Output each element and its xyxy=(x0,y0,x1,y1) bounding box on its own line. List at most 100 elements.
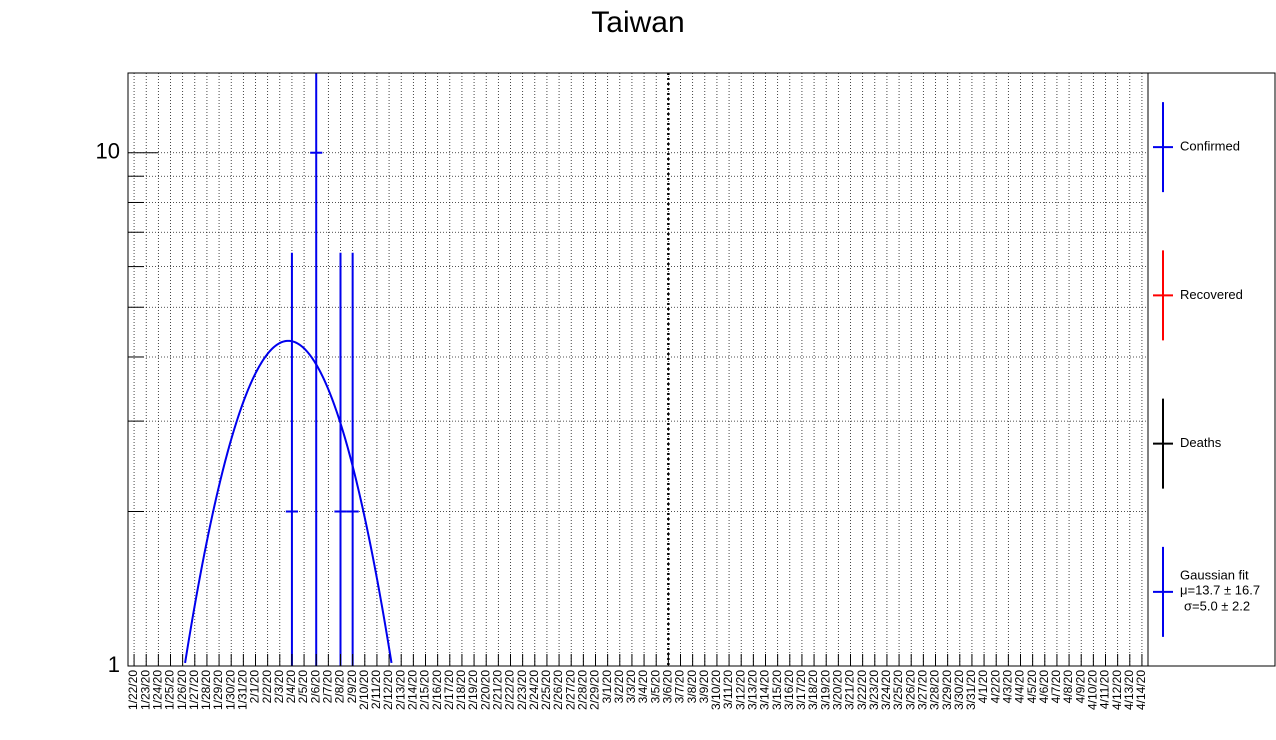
x-tick-label: 1/25/20 xyxy=(163,670,177,710)
legend-frame xyxy=(1147,72,1276,667)
x-tick-label: 2/8/20 xyxy=(333,670,347,704)
x-tick-label: 2/27/20 xyxy=(563,670,577,710)
x-tick-label: 4/11/20 xyxy=(1098,670,1112,709)
x-tick-label: 1/23/20 xyxy=(138,670,152,710)
x-tick-label: 3/1/20 xyxy=(600,670,614,704)
x-tick-label: 3/6/20 xyxy=(661,670,675,704)
y-tick-label: 1 xyxy=(108,652,120,677)
x-tick-label: 3/3/20 xyxy=(624,670,638,704)
x-tick-label: 3/26/20 xyxy=(903,670,917,710)
fit-layer xyxy=(184,339,393,664)
x-tick-label: 4/2/20 xyxy=(988,670,1002,704)
x-tick-label: 2/15/20 xyxy=(418,670,432,710)
x-tick-label: 3/7/20 xyxy=(673,670,687,704)
x-tick-label: 3/11/20 xyxy=(721,670,735,709)
x-tick-label: 3/29/20 xyxy=(940,670,954,710)
axis-layer: 1/22/201/23/201/24/201/25/201/26/201/27/… xyxy=(96,72,1276,710)
x-tick-label: 3/22/20 xyxy=(855,670,869,710)
x-tick-label: 3/19/20 xyxy=(818,670,832,710)
x-tick-label: 3/15/20 xyxy=(770,670,784,710)
fit-mu-label: μ=13.7 ± 16.7 xyxy=(1180,582,1260,597)
x-tick-label: 4/9/20 xyxy=(1073,670,1087,704)
grid-layer xyxy=(128,73,1148,666)
x-tick-label: 2/21/20 xyxy=(491,670,505,710)
x-tick-label: 4/12/20 xyxy=(1110,670,1124,710)
x-tick-label: 2/9/20 xyxy=(345,670,359,704)
x-tick-label: 3/27/20 xyxy=(916,670,930,710)
x-tick-label: 3/25/20 xyxy=(891,670,905,710)
x-tick-label: 3/14/20 xyxy=(758,670,772,710)
x-tick-label: 2/24/20 xyxy=(527,670,541,710)
x-tick-label: 3/18/20 xyxy=(806,670,820,710)
x-tick-label: 1/22/20 xyxy=(126,670,140,710)
legend-label: Recovered xyxy=(1180,287,1243,302)
x-tick-label: 1/27/20 xyxy=(187,670,201,710)
x-tick-label: 3/17/20 xyxy=(794,670,808,710)
x-tick-label: 2/4/20 xyxy=(284,670,298,704)
x-tick-label: 3/23/20 xyxy=(867,670,881,710)
x-tick-label: 3/8/20 xyxy=(685,670,699,704)
x-tick-label: 3/12/20 xyxy=(733,670,747,710)
x-tick-label: 2/22/20 xyxy=(503,670,517,710)
x-tick-label: 2/7/20 xyxy=(321,670,335,704)
legend-layer: Confirmed Recovered Deaths Gaussian fitμ=13… xyxy=(1153,102,1260,637)
x-tick-label: 2/13/20 xyxy=(393,670,407,710)
x-tick-label: 3/10/20 xyxy=(709,670,723,710)
legend-label: Deaths xyxy=(1180,435,1222,450)
x-tick-label: 2/2/20 xyxy=(260,670,274,704)
x-tick-label: 2/18/20 xyxy=(454,670,468,710)
x-tick-label: 3/16/20 xyxy=(782,670,796,710)
x-tick-label: 4/1/20 xyxy=(976,670,990,704)
legend-label: Gaussian fit xyxy=(1180,567,1249,582)
legend-label: Confirmed xyxy=(1180,139,1240,154)
x-tick-label: 3/31/20 xyxy=(964,670,978,710)
x-tick-label: 3/28/20 xyxy=(928,670,942,710)
points-layer xyxy=(285,73,359,666)
x-tick-label: 2/25/20 xyxy=(539,670,553,710)
x-tick-label: 3/24/20 xyxy=(879,670,893,710)
x-tick-label: 2/10/20 xyxy=(357,670,371,710)
x-tick-label: 2/11/20 xyxy=(369,670,383,709)
x-tick-label: 4/5/20 xyxy=(1025,670,1039,704)
x-tick-label: 4/10/20 xyxy=(1086,670,1100,710)
x-tick-label: 2/20/20 xyxy=(478,670,492,710)
x-tick-label: 3/20/20 xyxy=(831,670,845,710)
y-tick-label: 10 xyxy=(96,139,120,164)
x-tick-label: 2/3/20 xyxy=(272,670,286,704)
x-tick-label: 2/17/20 xyxy=(442,670,456,710)
chart-title: Taiwan xyxy=(591,6,685,39)
x-tick-label: 2/29/20 xyxy=(588,670,602,710)
x-tick-label: 1/31/20 xyxy=(236,670,250,710)
x-tick-label: 1/29/20 xyxy=(211,670,225,710)
x-tick-label: 3/30/20 xyxy=(952,670,966,710)
x-tick-label: 3/9/20 xyxy=(697,670,711,704)
x-tick-label: 3/21/20 xyxy=(843,670,857,710)
x-tick-label: 4/6/20 xyxy=(1037,670,1051,704)
x-tick-label: 2/16/20 xyxy=(430,670,444,710)
x-tick-label: 3/2/20 xyxy=(612,670,626,704)
x-tick-label: 4/8/20 xyxy=(1061,670,1075,704)
gaussian-fit-curve xyxy=(184,339,393,664)
x-tick-label: 1/28/20 xyxy=(199,670,213,710)
x-tick-label: 4/3/20 xyxy=(1001,670,1015,704)
x-tick-label: 2/5/20 xyxy=(296,670,310,704)
x-tick-label: 2/1/20 xyxy=(248,670,262,704)
x-tick-label: 2/12/20 xyxy=(381,670,395,710)
x-tick-label: 1/26/20 xyxy=(175,670,189,710)
x-tick-label: 2/14/20 xyxy=(406,670,420,710)
x-tick-label: 3/13/20 xyxy=(746,670,760,710)
x-tick-label: 2/19/20 xyxy=(466,670,480,710)
x-tick-label: 2/23/20 xyxy=(515,670,529,710)
x-tick-label: 1/24/20 xyxy=(151,670,165,710)
x-tick-label: 2/6/20 xyxy=(308,670,322,704)
x-tick-label: 4/14/20 xyxy=(1134,670,1148,710)
x-tick-label: 2/28/20 xyxy=(576,670,590,710)
x-tick-label: 1/30/20 xyxy=(223,670,237,710)
x-tick-label: 3/5/20 xyxy=(648,670,662,704)
plot-frame xyxy=(127,72,1149,667)
x-tick-label: 4/7/20 xyxy=(1049,670,1063,704)
x-tick-label: 4/4/20 xyxy=(1013,670,1027,704)
x-tick-label: 2/26/20 xyxy=(551,670,565,710)
x-tick-label: 4/13/20 xyxy=(1122,670,1136,710)
